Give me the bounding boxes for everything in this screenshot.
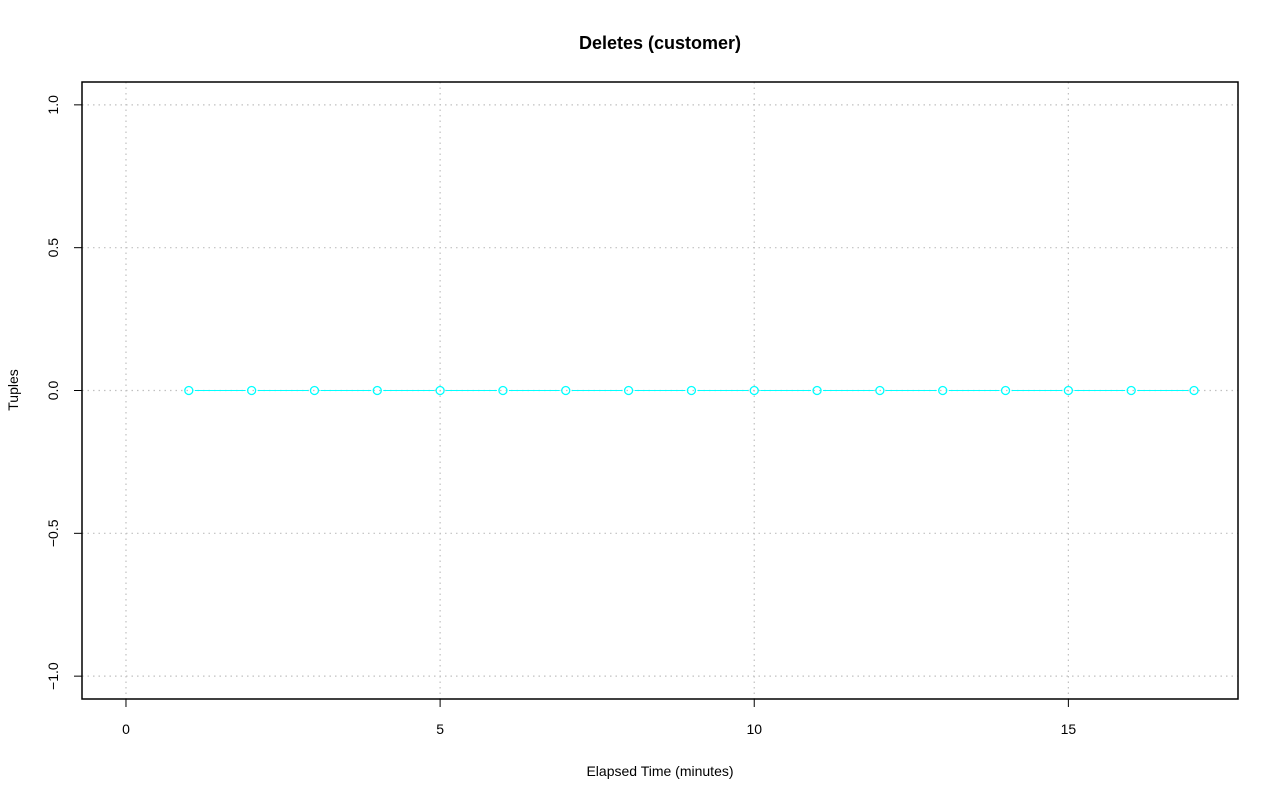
y-axis: −1.0 −0.5 0.0 0.5 1.0: [45, 95, 82, 690]
data-point: [498, 385, 508, 396]
series-line: [184, 385, 1199, 396]
data-point: [686, 385, 697, 396]
y-tick-label: 0.5: [45, 238, 61, 258]
data-point: [875, 385, 885, 396]
data-point: [372, 385, 382, 396]
data-point: [561, 385, 571, 396]
data-point: [623, 385, 634, 396]
y-tick-label: 1.0: [45, 95, 61, 115]
x-tick-label: 10: [746, 721, 762, 737]
data-point: [938, 385, 948, 396]
y-tick-label: −0.5: [45, 519, 61, 547]
data-point: [1189, 385, 1199, 396]
chart-title: Deletes (customer): [579, 33, 741, 53]
y-axis-label: Tuples: [5, 369, 21, 411]
data-point: [435, 385, 445, 396]
y-tick-label: 0.0: [45, 381, 61, 401]
data-point: [1000, 385, 1011, 396]
data-point: [749, 385, 759, 396]
data-point: [184, 385, 194, 396]
data-point: [246, 385, 257, 396]
y-tick-label: −1.0: [45, 662, 61, 690]
x-axis-label: Elapsed Time (minutes): [586, 763, 733, 779]
x-axis: 0 5 10 15: [122, 699, 1076, 737]
data-point: [309, 385, 320, 396]
data-point: [1063, 385, 1074, 396]
x-tick-label: 5: [436, 721, 444, 737]
series-layer: [184, 385, 1199, 396]
x-tick-label: 0: [122, 721, 130, 737]
data-point: [812, 385, 822, 396]
x-tick-label: 15: [1061, 721, 1077, 737]
data-point: [1126, 385, 1136, 396]
